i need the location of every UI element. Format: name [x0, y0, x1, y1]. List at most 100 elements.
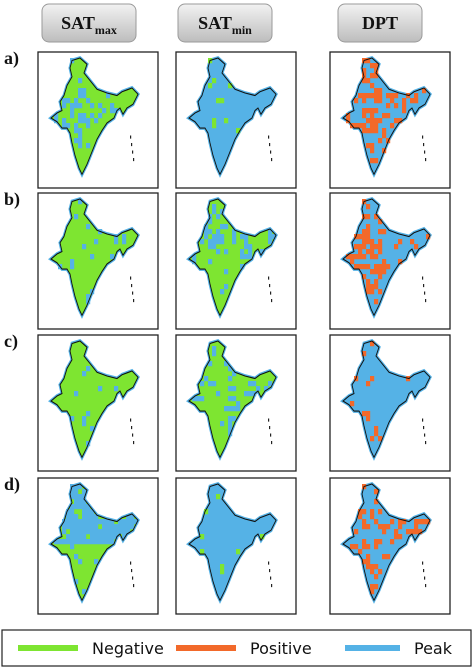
map: [186, 196, 278, 319]
map-cell: [212, 204, 217, 210]
map-cell: [382, 524, 387, 530]
island: [424, 576, 426, 580]
island: [131, 143, 133, 147]
map-cell: [86, 529, 91, 535]
map-cell: [374, 63, 379, 69]
map-cell: [374, 123, 379, 129]
map-cell: [378, 88, 383, 94]
map-cell: [70, 509, 75, 515]
map-cell: [366, 416, 371, 422]
map-cell: [66, 539, 71, 545]
map-cell: [114, 239, 119, 245]
map-cell: [78, 113, 83, 119]
map-cell: [228, 406, 233, 412]
island: [269, 143, 271, 147]
map-cell: [216, 494, 221, 500]
row-label: b): [4, 189, 20, 210]
map-cell: [212, 118, 217, 124]
map-cell: [102, 108, 107, 114]
map-cell: [256, 386, 261, 392]
map-cell: [70, 524, 75, 530]
map-cell: [98, 529, 103, 535]
island: [424, 291, 426, 295]
map-cell: [378, 239, 383, 245]
map-cell: [106, 519, 111, 525]
map-cell: [374, 214, 379, 220]
map-cell: [374, 108, 379, 114]
map-cell: [220, 569, 225, 575]
map-cell: [220, 98, 225, 104]
map-cell: [102, 524, 107, 530]
map-cell: [366, 564, 371, 570]
map-cell: [130, 519, 135, 525]
map-cell: [86, 411, 91, 417]
map-cell: [390, 98, 395, 104]
column-header: DPT: [362, 13, 398, 33]
map-cell: [394, 529, 399, 535]
island: [422, 276, 424, 280]
map-cell: [74, 391, 79, 397]
map-cell: [362, 244, 367, 250]
map-cell: [366, 524, 371, 530]
map-cell: [366, 544, 371, 550]
map-cell: [366, 229, 371, 235]
map-cell: [220, 234, 225, 240]
map-cell: [244, 391, 249, 397]
map-cell: [398, 519, 403, 525]
map-cell: [244, 234, 249, 240]
map-cell: [374, 73, 379, 79]
map-cell: [98, 386, 103, 392]
map-cell: [260, 534, 265, 540]
map: [340, 338, 432, 461]
map-cell: [228, 421, 233, 427]
map-cell: [212, 244, 217, 250]
map-cell: [244, 239, 249, 245]
map-cell: [82, 519, 87, 525]
map-cell: [130, 524, 135, 530]
map-cell: [358, 234, 363, 240]
map-cell: [398, 259, 403, 265]
map-cell: [208, 361, 213, 367]
map-cell: [216, 234, 221, 240]
map-cell: [366, 264, 371, 270]
map-cell: [370, 158, 375, 164]
map-cell: [268, 239, 273, 245]
map-cell: [78, 519, 83, 525]
map-cell: [394, 244, 399, 250]
map-cell: [358, 549, 363, 555]
map-outline: [188, 198, 277, 317]
map-cell: [370, 254, 375, 260]
map-cell: [252, 391, 257, 397]
map-cell: [220, 224, 225, 230]
map-cell: [370, 244, 375, 250]
map-cell: [240, 264, 245, 270]
map-cell: [212, 381, 217, 387]
island: [132, 576, 134, 580]
map-cell: [66, 514, 71, 520]
map-cell: [374, 93, 379, 99]
island: [269, 426, 271, 430]
row-label: d): [4, 474, 20, 495]
map-cell: [94, 534, 99, 540]
island: [271, 158, 273, 162]
island: [270, 150, 272, 154]
map-cell: [114, 534, 119, 540]
map-cell: [126, 519, 131, 525]
map-cell: [212, 209, 217, 215]
map-cell: [192, 396, 197, 402]
map-cell: [118, 519, 123, 525]
map-cell: [370, 108, 375, 114]
map-cell: [102, 539, 107, 545]
map-cell: [346, 113, 351, 119]
map-cell: [378, 274, 383, 280]
map-cell: [350, 544, 355, 550]
island: [424, 433, 426, 437]
map-cell: [382, 113, 387, 119]
map-cell: [118, 529, 123, 535]
map-cell: [216, 229, 221, 235]
map-cell: [70, 514, 75, 520]
map-cell: [62, 524, 67, 530]
map-outline: [188, 57, 277, 176]
map-cell: [272, 234, 277, 240]
island: [423, 143, 425, 147]
